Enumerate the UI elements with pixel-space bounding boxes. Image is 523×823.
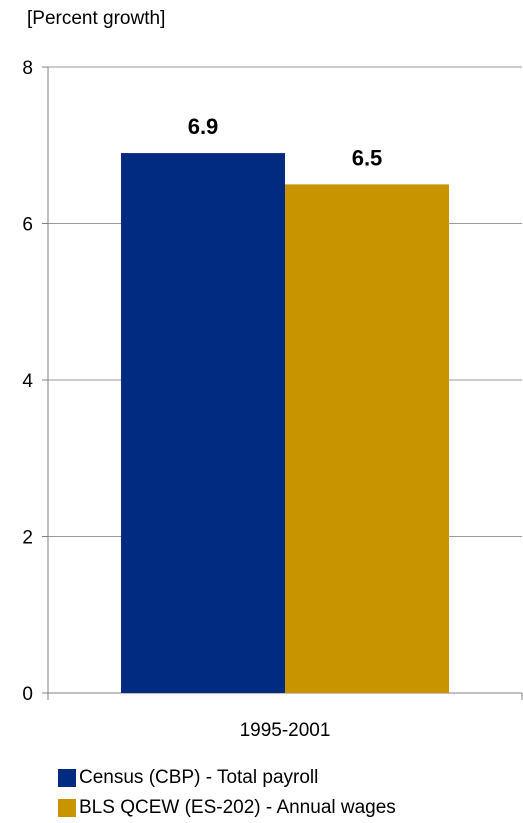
y-tick-label: 8 xyxy=(22,58,33,79)
bar-bls xyxy=(285,184,449,693)
legend-item-bls: BLS QCEW (ES-202) - Annual wages xyxy=(58,793,396,823)
x-category-label: 1995-2001 xyxy=(240,720,331,741)
labels: 6.9 6.5 1995-2001 xyxy=(188,114,383,741)
y-tick-label: 4 xyxy=(22,371,33,392)
y-tick-label: 6 xyxy=(22,215,33,236)
y-tick-label: 2 xyxy=(22,528,33,549)
legend-swatch-census xyxy=(58,769,76,787)
y-axis-title: [Percent growth] xyxy=(27,8,166,29)
legend-swatch-bls xyxy=(58,799,76,817)
y-tick-label: 0 xyxy=(22,684,33,705)
legend: Census (CBP) - Total payroll BLS QCEW (E… xyxy=(58,763,396,823)
data-label: 6.9 xyxy=(188,114,219,139)
bars xyxy=(121,153,449,693)
legend-label-census: Census (CBP) - Total payroll xyxy=(79,767,319,788)
data-label: 6.5 xyxy=(352,145,383,170)
legend-label-bls: BLS QCEW (ES-202) - Annual wages xyxy=(79,797,396,818)
bar-census xyxy=(121,153,285,693)
legend-item-census: Census (CBP) - Total payroll xyxy=(58,763,396,793)
